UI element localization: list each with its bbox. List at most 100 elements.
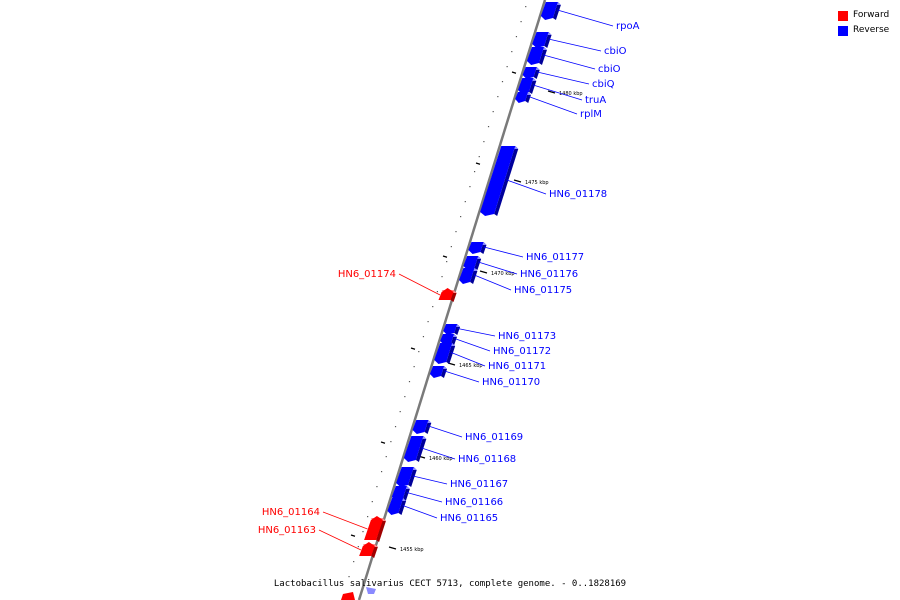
scale-dot: [501, 81, 504, 83]
gene-connector: [483, 246, 524, 258]
gene-feature[interactable]: [403, 436, 427, 462]
gene-label[interactable]: HN6_01177: [526, 252, 584, 263]
gene-label[interactable]: HN6_01163: [258, 525, 316, 536]
gene-feature[interactable]: [396, 467, 417, 487]
gene-feature[interactable]: [468, 242, 487, 254]
gene-body: [434, 343, 453, 364]
gene-connector: [421, 447, 456, 460]
gene-label[interactable]: HN6_01164: [262, 507, 320, 518]
scale-dot: [525, 6, 527, 8]
gene-label[interactable]: HN6_01172: [493, 346, 551, 357]
gene-feature[interactable]: [359, 542, 378, 558]
gene-connector: [451, 352, 486, 367]
gene-feature[interactable]: [434, 343, 456, 364]
scale-dot: [357, 546, 359, 548]
gene-feature[interactable]: [515, 92, 531, 103]
gene-feature[interactable]: [540, 2, 561, 20]
gene-label[interactable]: cbiO: [604, 46, 627, 57]
scale-dot: [367, 516, 369, 518]
gene-label[interactable]: HN6_01168: [458, 454, 516, 465]
gene-shade: [415, 436, 427, 462]
scale-tick-label: 1470 kbp: [491, 271, 515, 277]
gene-feature[interactable]: [517, 78, 537, 94]
scale-dot: [427, 321, 429, 323]
gene-body: [440, 334, 454, 345]
gene-feature[interactable]: [522, 67, 540, 79]
gene-shade: [494, 146, 519, 216]
major-dot: [410, 347, 416, 350]
scale-tick-label: 1480 kbp: [559, 91, 583, 97]
gene-label[interactable]: HN6_01166: [445, 497, 503, 508]
gene-label[interactable]: HN6_01174: [338, 269, 396, 280]
legend: Forward Reverse: [838, 8, 889, 38]
gene-label[interactable]: HN6_01165: [440, 513, 498, 524]
gene-connector: [444, 370, 480, 383]
scale-dot: [455, 231, 457, 233]
scale-dot: [390, 441, 392, 443]
scale-dot: [441, 276, 443, 278]
gene-feature[interactable]: [526, 47, 547, 65]
legend-reverse: Reverse: [838, 23, 889, 38]
gene-body: [468, 242, 484, 254]
gene-feature[interactable]: [429, 366, 448, 378]
gene-feature[interactable]: [387, 498, 407, 515]
gene-feature[interactable]: [532, 32, 552, 48]
gene-shade: [552, 2, 561, 20]
gene-feature[interactable]: [412, 420, 432, 434]
gene-label[interactable]: HN6_01171: [488, 361, 546, 372]
scale-dot: [492, 111, 494, 113]
gene-label[interactable]: rpoA: [616, 21, 640, 32]
gene-shade: [544, 32, 552, 48]
gene-label[interactable]: HN6_01170: [482, 377, 540, 388]
gene-shade: [398, 498, 407, 515]
gene-feature[interactable]: [440, 334, 457, 345]
gene-shade: [371, 544, 378, 558]
gene-body: [443, 324, 458, 335]
gene-label[interactable]: HN6_01167: [450, 479, 508, 490]
gene-label[interactable]: HN6_01173: [498, 331, 556, 342]
scale-dot: [446, 261, 448, 263]
gene-feature[interactable]: [391, 486, 410, 501]
gene-feature[interactable]: [459, 268, 478, 284]
scale-dot: [450, 246, 452, 248]
scale-tick-label: 1475 kbp: [525, 180, 549, 186]
gene-label[interactable]: rplM: [580, 109, 602, 120]
scale-dot: [413, 366, 415, 368]
partial-genes: [341, 587, 376, 600]
gene-label[interactable]: HN6_01175: [514, 285, 572, 296]
scale-dot: [399, 411, 401, 413]
gene-feature[interactable]: [443, 324, 461, 335]
scale-dot: [348, 576, 350, 578]
reverse-swatch: [838, 25, 848, 36]
gene-label[interactable]: truA: [585, 95, 606, 106]
gene-feature[interactable]: [438, 288, 457, 302]
major-dot: [475, 162, 481, 165]
scale-tick: [388, 546, 397, 550]
gene-label[interactable]: HN6_01169: [465, 432, 523, 443]
gene-feature[interactable]: [480, 146, 519, 216]
gene-label[interactable]: cbiO: [598, 64, 621, 75]
gene-shade: [474, 256, 482, 270]
gene-shade: [446, 343, 456, 364]
scale-dot: [432, 306, 434, 308]
scale-tick: [513, 179, 522, 183]
gene-feature[interactable]: [364, 516, 386, 542]
scale-dot: [478, 156, 480, 158]
gene-body: [463, 256, 479, 270]
gene-body: [412, 420, 429, 434]
gene-connector: [428, 425, 463, 438]
genome-caption: Lactobacillus salivarius CECT 5713, comp…: [273, 579, 627, 589]
gene-body: [403, 436, 424, 462]
scale-dot: [371, 501, 373, 503]
gene-labels: rpoA cbiO cbiO cbiQ truA rplM HN6_01178 HN6_011…: [258, 9, 640, 551]
gene-label[interactable]: HN6_01178: [549, 189, 607, 200]
gene-label[interactable]: HN6_01176: [520, 269, 578, 280]
legend-reverse-label: Reverse: [853, 25, 890, 35]
gene-feature[interactable]: [463, 256, 482, 270]
major-dot: [350, 534, 356, 537]
scale-dot: [473, 171, 476, 173]
scale-dot: [380, 471, 383, 473]
scale-dot: [385, 456, 387, 458]
gene-label[interactable]: cbiQ: [592, 79, 615, 90]
gene-body: [522, 67, 537, 79]
